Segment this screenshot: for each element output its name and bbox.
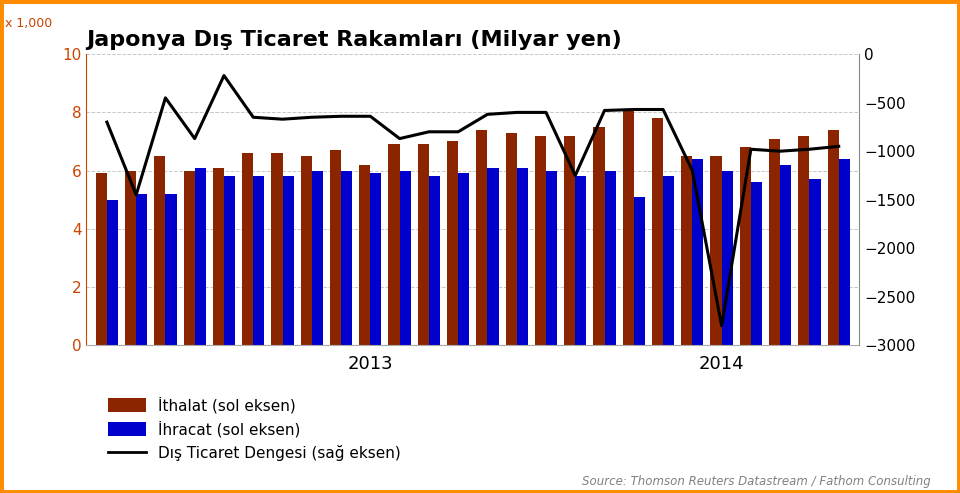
Bar (780, 165, 791, 345)
Bar (282, 176, 294, 345)
Bar (809, 179, 821, 345)
Bar (312, 171, 323, 345)
Bar (429, 176, 440, 345)
Bar (839, 159, 850, 345)
Bar (389, 144, 399, 345)
Bar (330, 150, 341, 345)
Legend: İthalat (sol eksen), İhracat (sol eksen), Dış Ticaret Dengesi (sağ eksen): İthalat (sol eksen), İhracat (sol eksen)… (102, 390, 407, 467)
Bar (418, 144, 429, 345)
Bar (740, 147, 751, 345)
Bar (458, 174, 469, 345)
Bar (828, 130, 839, 345)
Bar (623, 109, 634, 345)
Bar (546, 171, 557, 345)
Bar (516, 168, 528, 345)
Bar (371, 174, 381, 345)
Bar (769, 139, 780, 345)
Text: Source: Thomson Reuters Datastream / Fathom Consulting: Source: Thomson Reuters Datastream / Fat… (583, 475, 931, 488)
Bar (96, 174, 107, 345)
Bar (488, 168, 498, 345)
Bar (107, 200, 118, 345)
Bar (476, 130, 488, 345)
Bar (535, 136, 546, 345)
Bar (341, 171, 352, 345)
Bar (165, 194, 177, 345)
Bar (213, 168, 224, 345)
Bar (652, 118, 663, 345)
Bar (272, 153, 282, 345)
Bar (253, 176, 264, 345)
Bar (359, 165, 371, 345)
Text: x 1,000: x 1,000 (5, 17, 52, 30)
Bar (722, 171, 732, 345)
Bar (183, 171, 195, 345)
Bar (605, 171, 615, 345)
Bar (242, 153, 253, 345)
Bar (224, 176, 235, 345)
Bar (663, 176, 674, 345)
Bar (155, 156, 165, 345)
Text: Japonya Dış Ticaret Rakamları (Milyar yen): Japonya Dış Ticaret Rakamları (Milyar ye… (86, 30, 622, 50)
Bar (692, 159, 704, 345)
Bar (564, 136, 575, 345)
Bar (300, 156, 312, 345)
Bar (751, 182, 762, 345)
Bar (799, 136, 809, 345)
Bar (506, 133, 516, 345)
Bar (125, 171, 136, 345)
Bar (682, 156, 692, 345)
Bar (593, 127, 605, 345)
Bar (710, 156, 722, 345)
Bar (399, 171, 411, 345)
Bar (136, 194, 147, 345)
Bar (575, 176, 587, 345)
Bar (634, 197, 645, 345)
Bar (447, 141, 458, 345)
Bar (195, 168, 205, 345)
